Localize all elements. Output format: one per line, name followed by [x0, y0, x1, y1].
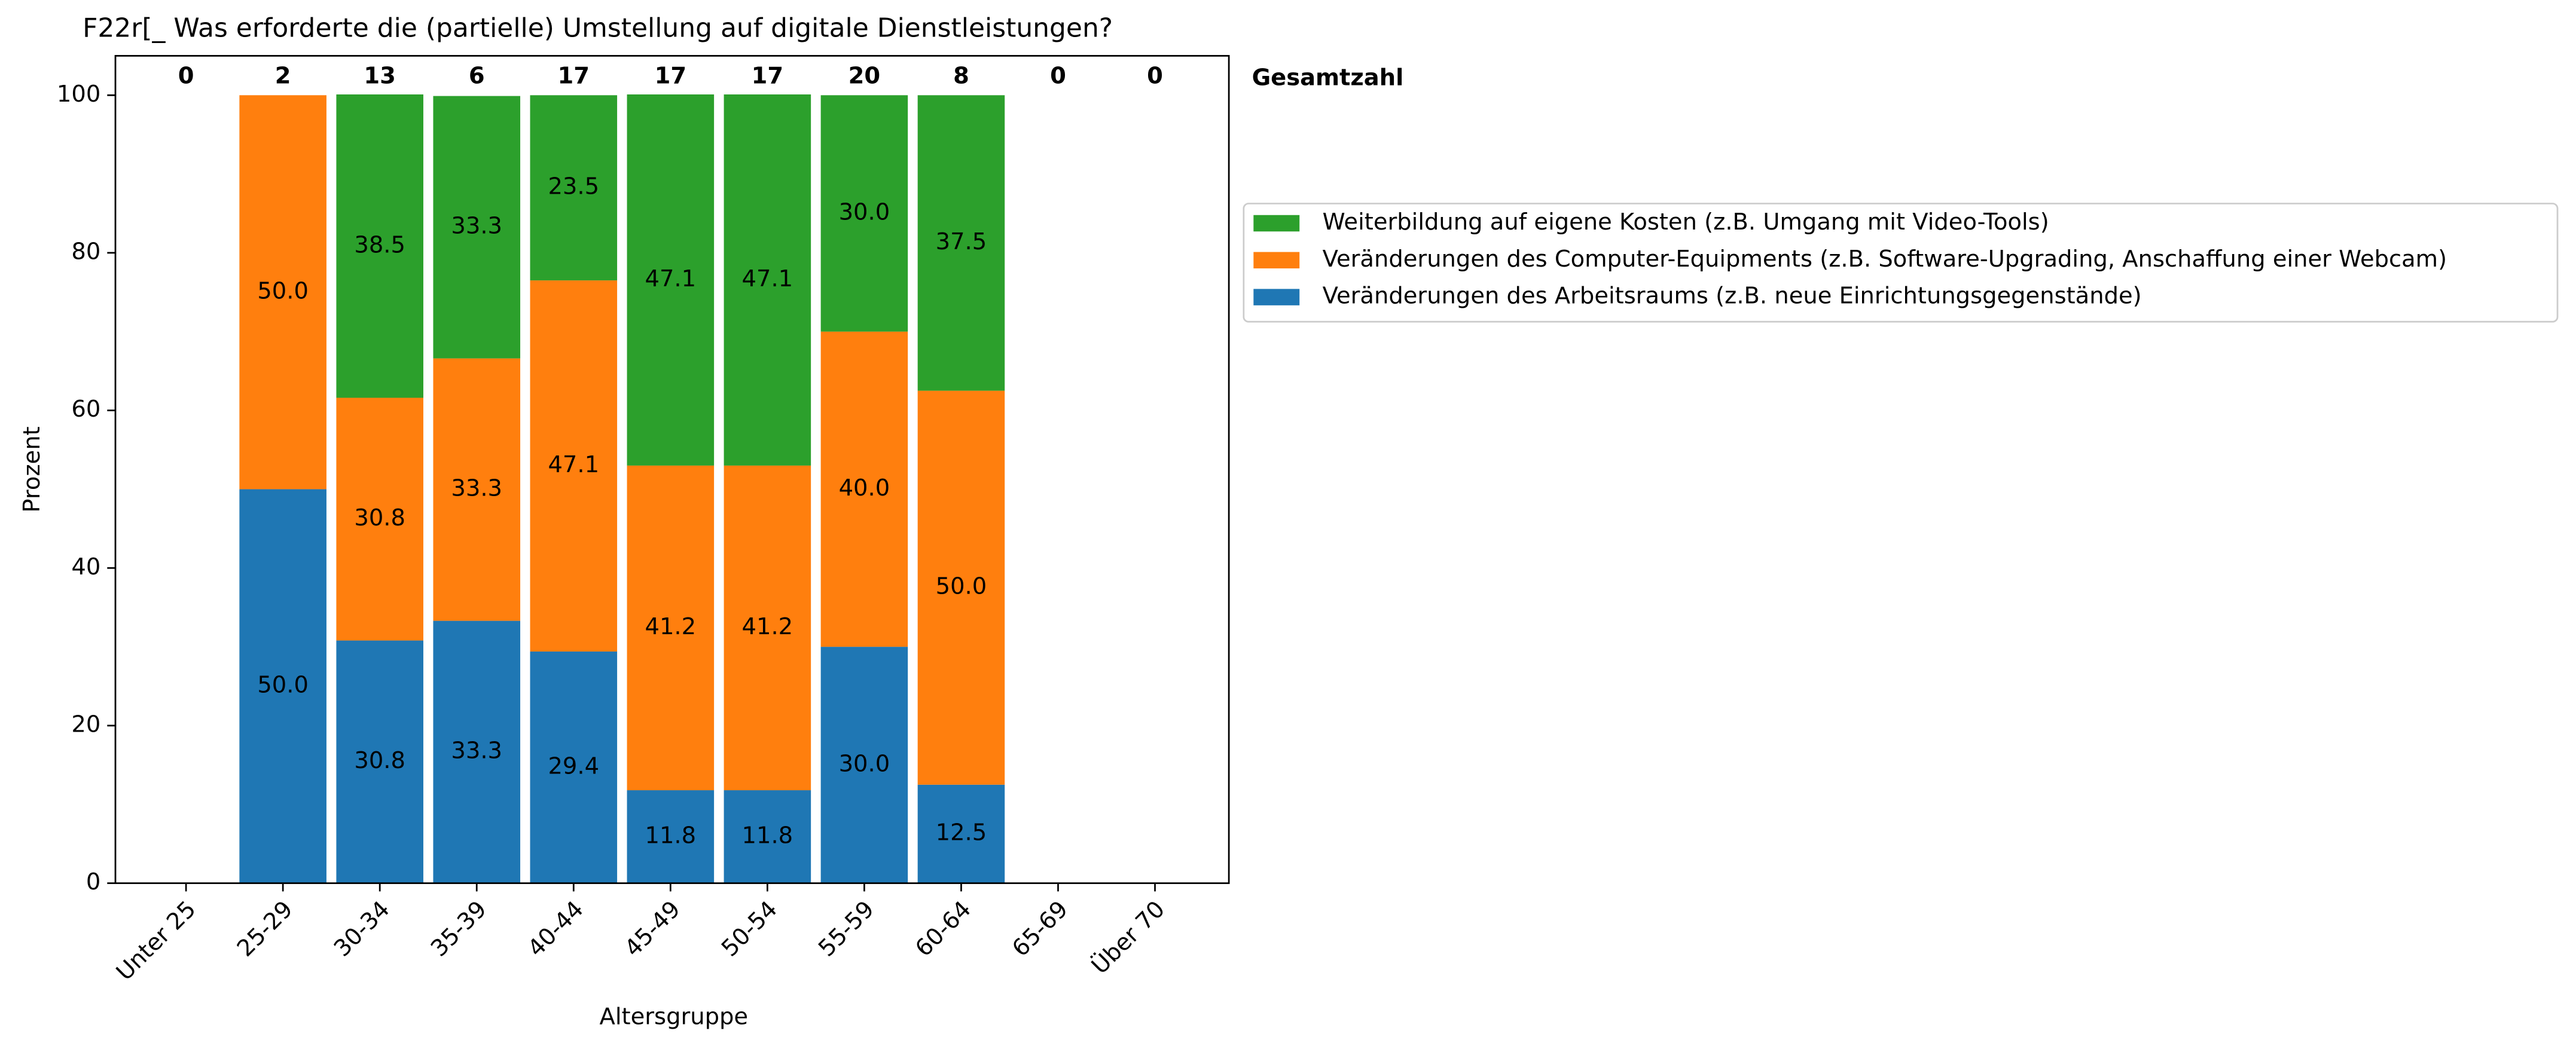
- legend-swatch: [1253, 252, 1300, 269]
- value-label: 11.8: [742, 822, 793, 849]
- bar-segment: [627, 465, 715, 791]
- value-label: 33.3: [451, 213, 502, 240]
- bar-segment: [336, 640, 423, 883]
- bar-segment: [530, 95, 618, 281]
- value-label: 37.5: [936, 228, 987, 255]
- y-tick-label: 60: [71, 396, 100, 423]
- bar-segment: [433, 358, 521, 621]
- value-label: 38.5: [354, 231, 405, 258]
- legend: Weiterbildung auf eigene Kosten (z.B. Um…: [1243, 203, 2559, 323]
- bar-segment: [820, 647, 908, 883]
- total-label: 2: [275, 63, 291, 90]
- bar-segment: [239, 489, 326, 883]
- total-label: 8: [953, 63, 969, 90]
- value-label: 12.5: [936, 819, 987, 846]
- bar-segment: [820, 95, 908, 332]
- legend-label: Veränderungen des Computer-Equipments (z…: [1323, 246, 2447, 273]
- value-label: 41.2: [742, 613, 793, 640]
- legend-label: Weiterbildung auf eigene Kosten (z.B. Um…: [1323, 209, 2049, 236]
- bar-segment: [627, 94, 715, 466]
- bar-segment: [627, 790, 715, 883]
- value-label: 30.0: [839, 750, 890, 777]
- bar-segment: [530, 280, 618, 652]
- y-tick-label: 80: [71, 238, 100, 265]
- value-label: 47.1: [742, 265, 793, 292]
- total-label: 13: [364, 63, 396, 90]
- bar-segment: [724, 790, 811, 883]
- value-label: 50.0: [936, 573, 987, 600]
- bar-segment: [433, 620, 521, 883]
- y-tick-label: 20: [71, 711, 100, 738]
- y-axis-label: Prozent: [19, 426, 45, 512]
- plot-frame: [114, 55, 1230, 884]
- bar-segment: [917, 390, 1005, 785]
- value-label: 47.1: [548, 451, 599, 478]
- value-label: 47.1: [645, 265, 697, 292]
- bar-segment: [724, 465, 811, 791]
- legend-swatch: [1253, 289, 1300, 305]
- y-tick-label: 0: [86, 868, 100, 895]
- total-label: 0: [1147, 63, 1163, 90]
- total-label: 0: [1050, 63, 1066, 90]
- bar-segment: [433, 96, 521, 359]
- value-label: 30.0: [839, 199, 890, 226]
- value-label: 29.4: [548, 753, 599, 779]
- total-label: 20: [849, 63, 881, 90]
- legend-swatch: [1253, 215, 1300, 232]
- value-label: 30.8: [354, 504, 405, 531]
- value-label: 33.3: [451, 738, 502, 764]
- value-label: 23.5: [548, 173, 599, 200]
- total-label: 17: [655, 63, 687, 90]
- bar-segment: [336, 94, 423, 398]
- total-label: 17: [558, 63, 590, 90]
- value-label: 40.0: [839, 475, 890, 501]
- value-label: 30.8: [354, 747, 405, 774]
- total-label: 17: [752, 63, 784, 90]
- value-label: 50.0: [257, 277, 309, 304]
- value-label: 11.8: [645, 822, 697, 849]
- bar-segment: [917, 784, 1005, 883]
- bar-segment: [336, 397, 423, 641]
- bar-segment: [239, 95, 326, 490]
- bar-segment: [530, 652, 618, 883]
- y-tick-label: 40: [71, 553, 100, 580]
- bar-segment: [917, 95, 1005, 391]
- bar-segment: [820, 331, 908, 647]
- totals-label: Gesamtzahl: [1252, 64, 1404, 91]
- value-label: 41.2: [645, 613, 697, 640]
- value-label: 50.0: [257, 672, 309, 699]
- legend-frame: [1243, 203, 2559, 323]
- legend-label: Veränderungen des Arbeitsraums (z.B. neu…: [1323, 283, 2142, 310]
- x-axis-label: Altersgruppe: [600, 1003, 749, 1030]
- total-label: 0: [178, 63, 194, 90]
- y-tick-label: 100: [57, 81, 100, 108]
- chart-title: F22r[_ Was erforderte die (partielle) Um…: [83, 13, 1113, 43]
- value-label: 33.3: [451, 475, 502, 502]
- bar-segment: [724, 94, 811, 466]
- total-label: 6: [469, 63, 485, 90]
